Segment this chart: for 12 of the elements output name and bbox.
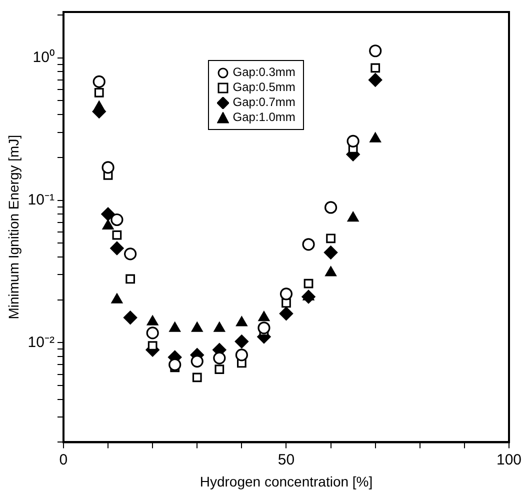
x-tick-label: 0 — [59, 451, 68, 468]
x-axis-title: Hydrogen concentration [%] — [200, 473, 373, 490]
y-tick-label: 10⁻¹ — [28, 191, 54, 208]
legend-label: Gap:0.7mm — [232, 95, 296, 110]
y-tick-label: 10⁻² — [28, 334, 54, 351]
y-tick-label: 10⁰ — [32, 49, 54, 66]
legend-label: Gap:0.5mm — [232, 80, 296, 95]
y-axis-title: Minimum Ignition Energy [mJ] — [5, 134, 22, 320]
x-tick-label: 50 — [278, 451, 295, 468]
legend-label: Gap:0.3mm — [232, 65, 296, 80]
x-tick-label: 100 — [496, 451, 522, 468]
legend-label: Gap:1.0mm — [232, 110, 296, 125]
